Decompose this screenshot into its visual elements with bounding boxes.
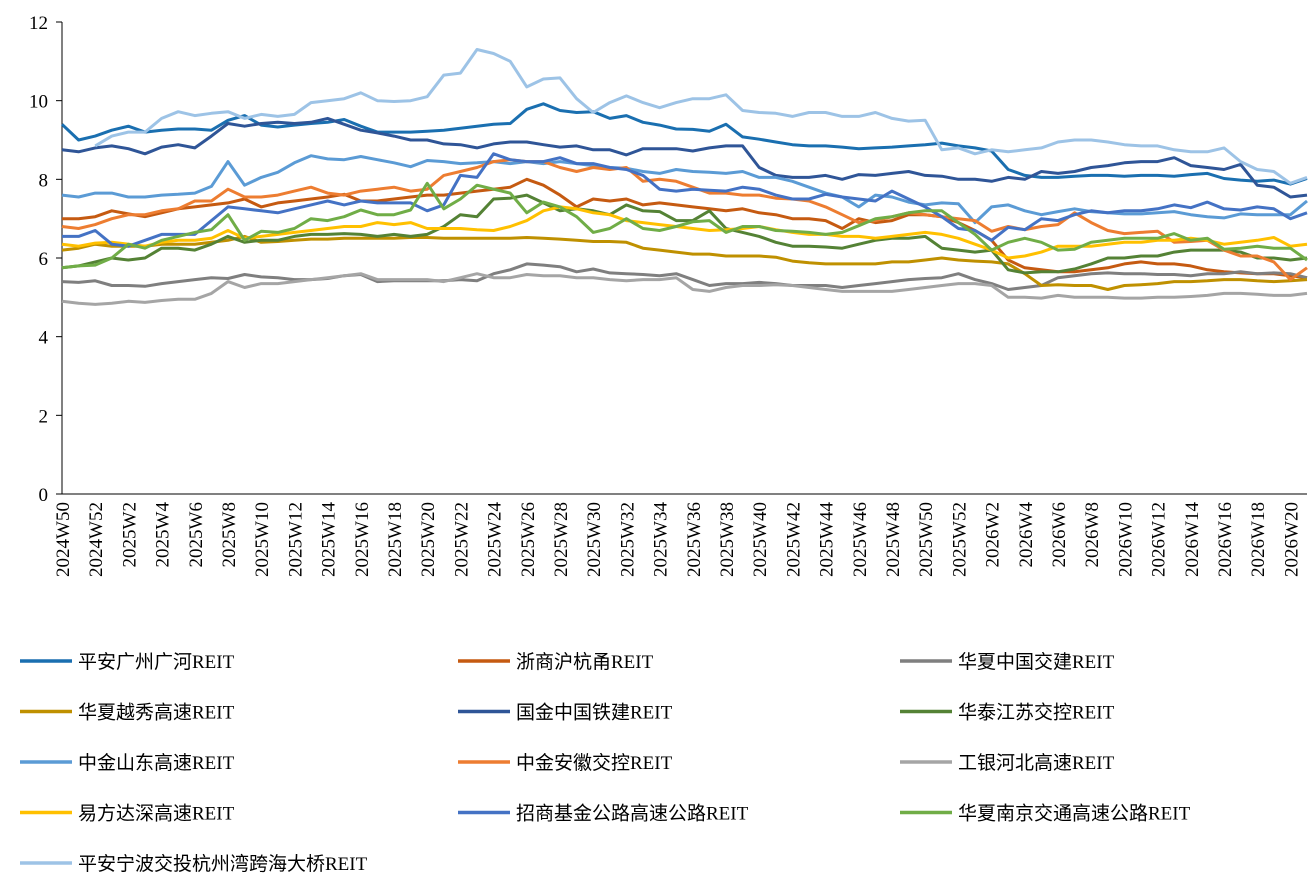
- x-tick-label: 2025W34: [651, 502, 672, 577]
- x-tick-label: 2026W8: [1082, 502, 1103, 567]
- series-line: [61, 262, 1308, 291]
- x-tick-label: 2024W50: [53, 502, 74, 577]
- x-tick-label: 2025W44: [817, 502, 838, 577]
- series-line: [60, 102, 1308, 186]
- y-tick-label: 0: [39, 485, 49, 506]
- x-tick-label: 2025W8: [219, 502, 240, 567]
- legend-label: 平安宁波交投杭州湾跨海大桥REIT: [78, 853, 368, 875]
- x-tick-label: 2025W26: [518, 502, 539, 577]
- legend-label: 平安广州广河REIT: [78, 651, 235, 673]
- x-tick-label: 2024W52: [86, 502, 107, 577]
- x-tick-label: 2025W52: [949, 502, 970, 577]
- series-line: [61, 158, 1308, 282]
- x-tick-label: 2025W38: [717, 502, 738, 577]
- legend-label: 招商基金公路高速公路REIT: [516, 803, 749, 825]
- series-line: [61, 234, 1308, 291]
- x-tick-label: 2025W50: [916, 502, 937, 577]
- x-tick-label: 2025W42: [783, 502, 804, 577]
- legend-label: 华夏越秀高速REIT: [78, 702, 235, 724]
- x-tick-label: 2025W32: [617, 502, 638, 577]
- x-tick-label: 2025W2: [119, 502, 140, 567]
- x-tick-label: 2025W40: [750, 502, 771, 577]
- legend-label: 华泰江苏交控REIT: [958, 702, 1115, 724]
- x-tick-label: 2026W6: [1049, 502, 1070, 567]
- x-tick-label: 2025W28: [551, 502, 572, 577]
- series-line: [61, 272, 1308, 306]
- y-tick-label: 12: [29, 13, 48, 34]
- x-tick-label: 2025W30: [584, 502, 605, 577]
- x-tick-label: 2026W16: [1215, 502, 1236, 577]
- legend-label: 易方达深高速REIT: [78, 803, 235, 825]
- x-tick-label: 2026W10: [1115, 502, 1136, 577]
- series-line: [61, 181, 1308, 270]
- x-tick-label: 2025W10: [252, 502, 273, 577]
- x-tick-label: 2025W16: [352, 502, 373, 577]
- legend-label: 国金中国铁建REIT: [516, 702, 673, 724]
- x-tick-label: 2025W46: [850, 502, 871, 577]
- series-line: [94, 48, 1308, 185]
- x-tick-label: 2026W18: [1248, 502, 1269, 577]
- y-tick-label: 4: [39, 328, 49, 349]
- x-tick-label: 2025W6: [186, 502, 207, 567]
- y-tick-label: 10: [29, 92, 48, 113]
- x-tick-label: 2025W18: [385, 502, 406, 577]
- x-tick-label: 2026W14: [1182, 502, 1203, 577]
- series-line: [61, 205, 1308, 260]
- x-tick-label: 2025W48: [883, 502, 904, 577]
- x-tick-label: 2025W24: [485, 502, 506, 577]
- x-tick-label: 2026W20: [1281, 502, 1302, 577]
- legend-label: 工银河北高速REIT: [958, 752, 1115, 774]
- legend-label: 中金安徽交控REIT: [516, 752, 673, 774]
- series-line: [61, 116, 1308, 199]
- legend-label: 中金山东高速REIT: [78, 752, 235, 774]
- x-tick-label: 2025W14: [319, 502, 340, 577]
- x-tick-label: 2025W36: [684, 502, 705, 577]
- series-line: [62, 177, 1308, 280]
- x-tick-label: 2026W12: [1149, 502, 1170, 577]
- series-line: [61, 193, 1308, 275]
- y-tick-label: 2: [39, 406, 49, 427]
- y-tick-label: 6: [39, 249, 49, 270]
- legend-label: 浙商沪杭甬REIT: [516, 651, 654, 673]
- y-tick-label: 8: [39, 170, 49, 191]
- legend-label: 华夏南京交通高速公路REIT: [958, 803, 1191, 825]
- x-tick-label: 2025W20: [418, 502, 439, 577]
- x-tick-label: 2025W4: [153, 502, 174, 568]
- x-tick-label: 2025W12: [285, 502, 306, 577]
- x-tick-label: 2025W22: [451, 502, 472, 577]
- legend-label: 华夏中国交建REIT: [958, 651, 1115, 673]
- series-line: [62, 152, 1308, 248]
- x-tick-label: 2026W2: [983, 502, 1004, 567]
- x-tick-label: 2026W4: [1016, 502, 1037, 568]
